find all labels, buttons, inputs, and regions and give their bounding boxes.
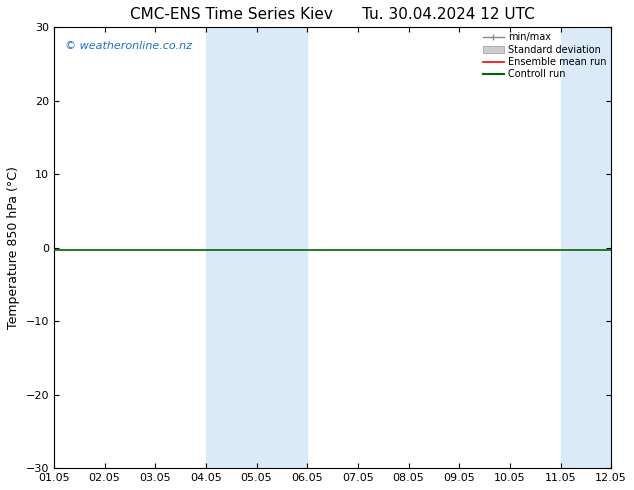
Title: CMC-ENS Time Series Kiev      Tu. 30.04.2024 12 UTC: CMC-ENS Time Series Kiev Tu. 30.04.2024 … xyxy=(130,7,535,22)
Bar xyxy=(560,27,634,468)
Text: © weatheronline.co.nz: © weatheronline.co.nz xyxy=(65,41,192,50)
Bar xyxy=(206,27,307,468)
Y-axis label: Temperature 850 hPa (°C): Temperature 850 hPa (°C) xyxy=(7,166,20,329)
Legend: min/max, Standard deviation, Ensemble mean run, Controll run: min/max, Standard deviation, Ensemble me… xyxy=(481,30,608,81)
